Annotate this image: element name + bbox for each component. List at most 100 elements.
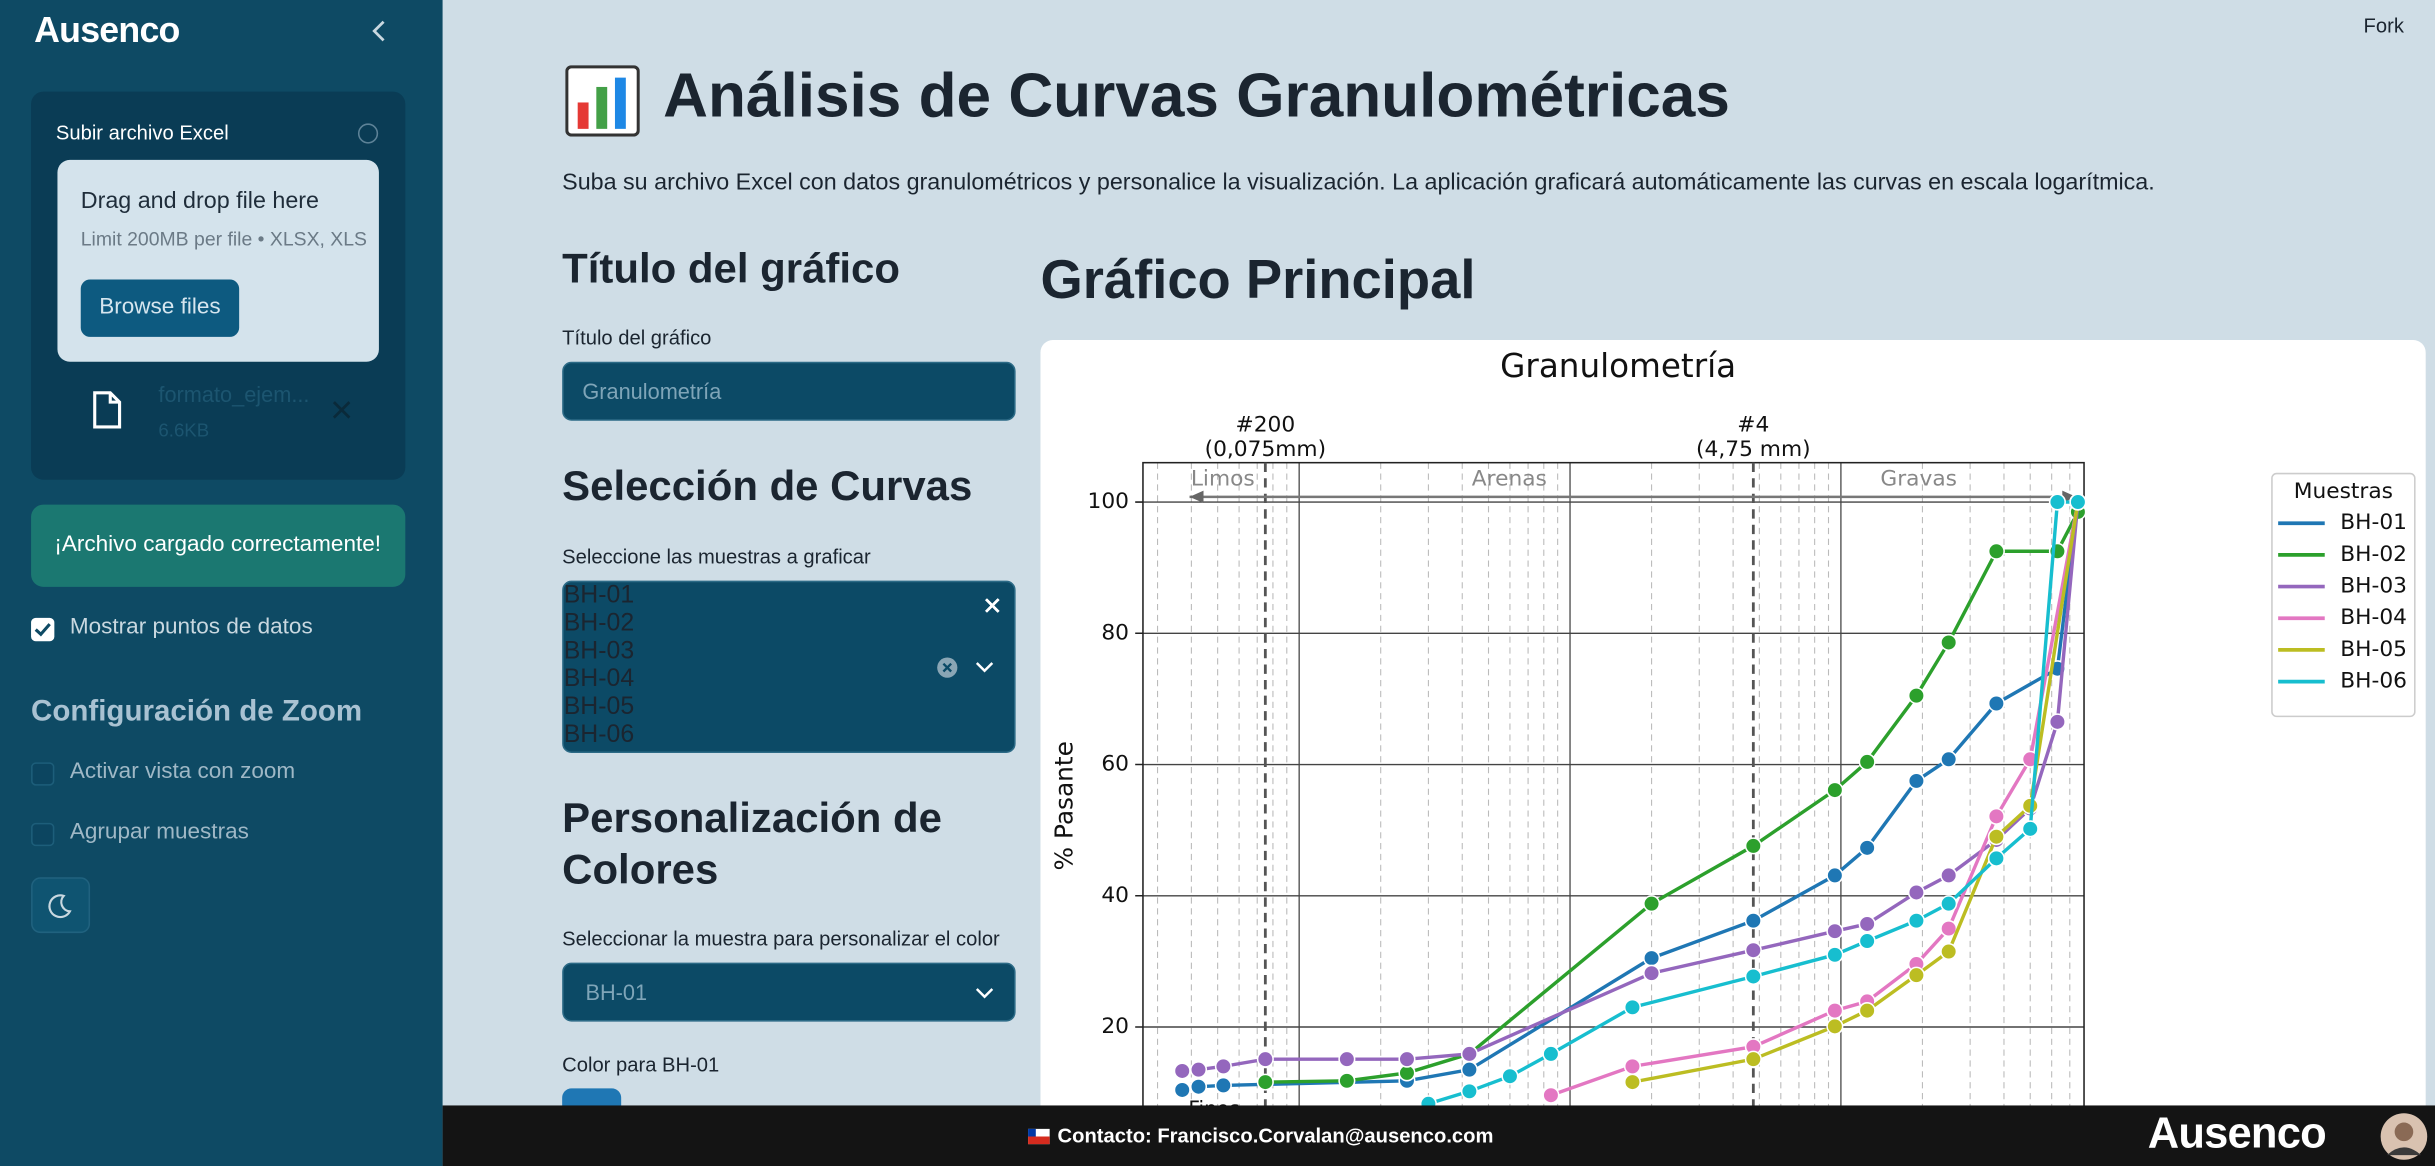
data-point xyxy=(1987,542,2005,560)
checkbox[interactable] xyxy=(31,822,55,847)
chip: BH-02 xyxy=(563,598,1014,638)
data-point xyxy=(1189,1078,1208,1096)
dropdown-icon[interactable] xyxy=(975,660,994,676)
sieve-label: #200 xyxy=(1236,412,1296,437)
legend-label: BH-05 xyxy=(2340,637,2407,662)
data-point xyxy=(1907,883,1925,902)
theme-button[interactable] xyxy=(31,877,91,934)
data-point xyxy=(1501,1067,1519,1085)
file-icon xyxy=(93,391,122,429)
sieve-sublabel: (0,075mm) xyxy=(1205,437,1326,462)
data-point xyxy=(1858,753,1876,771)
data-point xyxy=(1858,1002,1876,1020)
chart-title: Granulometría xyxy=(1500,347,1736,385)
chip: BH-01 xyxy=(563,582,1014,613)
dropzone-title: Drag and drop file here xyxy=(80,187,320,215)
plot-frame xyxy=(1142,461,2085,1160)
data-point xyxy=(1987,828,2005,846)
legend-title: Muestras xyxy=(2294,479,2393,504)
data-point xyxy=(1744,967,1762,986)
file-name: formato_ejem... xyxy=(158,381,310,407)
chip-label: BH-05 xyxy=(563,694,635,721)
legend-label: BH-04 xyxy=(2340,605,2407,630)
page-description: Suba su archivo Excel con datos granulom… xyxy=(562,169,2155,196)
data-point xyxy=(1826,866,1844,884)
y-tick-label: 100 xyxy=(1088,489,1129,514)
data-point xyxy=(1744,1050,1762,1068)
data-point xyxy=(1256,1050,1274,1068)
help-icon[interactable] xyxy=(357,123,379,145)
section-header: Selección de Curvas xyxy=(562,462,973,510)
footer xyxy=(442,1105,2435,1166)
sidebar: Ausenco Subir archivo Excel Drag and dro… xyxy=(0,0,443,1166)
y-tick-label: 80 xyxy=(1101,620,1129,645)
data-point xyxy=(1987,694,2005,713)
checkbox[interactable] xyxy=(31,617,55,642)
y-tick-label: 60 xyxy=(1101,752,1129,777)
upload-label: Subir archivo Excel xyxy=(55,121,229,145)
data-point xyxy=(1744,837,1762,855)
fork-link[interactable]: Fork xyxy=(2363,13,2404,38)
data-point xyxy=(1826,922,1844,940)
data-point xyxy=(1338,1050,1356,1068)
data-point xyxy=(1173,1062,1191,1080)
chip-label: BH-01 xyxy=(563,582,635,609)
flag-icon xyxy=(1028,1128,1050,1145)
data-point xyxy=(1940,750,1958,768)
data-point xyxy=(1826,781,1844,799)
title-input[interactable]: Granulometría xyxy=(562,361,1016,421)
data-point xyxy=(2069,493,2087,511)
y-tick-label: 40 xyxy=(1101,883,1129,908)
y-tick-label: 20 xyxy=(1101,1014,1129,1039)
chart-header: Gráfico Principal xyxy=(1040,249,1476,311)
checkbox-label: Activar vista con zoom xyxy=(69,759,296,785)
chip: BH-05 xyxy=(563,598,1014,722)
data-point xyxy=(1826,1017,1844,1035)
success-alert xyxy=(31,504,406,587)
data-point xyxy=(1987,849,2005,867)
title-icon xyxy=(565,65,640,137)
avatar[interactable] xyxy=(2379,1112,2429,1162)
chip-label: BH-03 xyxy=(563,638,635,665)
sample-select[interactable]: BH-01 xyxy=(562,962,1016,1022)
data-point xyxy=(1643,949,1661,967)
chart: Granulometría 20 40 60 80 100 % Pasante #200(0,… xyxy=(1049,347,2416,1160)
checkbox-label: Mostrar puntos de datos xyxy=(69,614,313,640)
section-header: Título del gráfico xyxy=(562,245,900,292)
data-point xyxy=(1173,1081,1191,1099)
moon-icon xyxy=(48,894,72,919)
data-point xyxy=(1460,1045,1478,1063)
legend-label: BH-03 xyxy=(2340,574,2407,599)
sieve-label: #4 xyxy=(1737,412,1769,437)
data-point xyxy=(2048,493,2066,511)
zoom-header: Configuración de Zoom xyxy=(31,695,363,729)
chip-remove[interactable] xyxy=(985,598,1001,614)
collapse-button[interactable] xyxy=(366,19,391,44)
series-line xyxy=(1550,501,2080,1097)
data-point xyxy=(1826,946,1844,964)
series-line xyxy=(1181,501,2080,1092)
footer-contact: Contacto: Francisco.Corvalan@ausenco.com xyxy=(1057,1124,1494,1148)
browse-button[interactable]: Browse files xyxy=(80,279,240,337)
color-picker-label: Color para BH-01 xyxy=(562,1052,720,1076)
chip-label: BH-02 xyxy=(563,610,635,637)
remove-file-button[interactable] xyxy=(331,399,353,421)
data-point xyxy=(2048,713,2066,731)
data-point xyxy=(1643,964,1661,982)
data-point xyxy=(1858,839,1876,857)
legend-box xyxy=(2271,472,2416,718)
clear-icon[interactable] xyxy=(936,657,958,679)
multiselect[interactable]: BH-01 BH-02 BH-03 BH-04 BH-05 BH-06 xyxy=(562,580,1016,754)
data-point xyxy=(1826,1002,1844,1020)
data-point xyxy=(1398,1050,1416,1068)
legend-label: BH-01 xyxy=(2340,510,2407,535)
check-mark xyxy=(34,623,51,637)
legend-label: BH-06 xyxy=(2340,669,2407,694)
data-point xyxy=(1256,1073,1274,1091)
checkbox[interactable] xyxy=(31,762,55,786)
data-point xyxy=(1940,633,1958,652)
sample-select-value: BH-01 xyxy=(585,979,648,1005)
series-line xyxy=(1182,501,2080,1073)
